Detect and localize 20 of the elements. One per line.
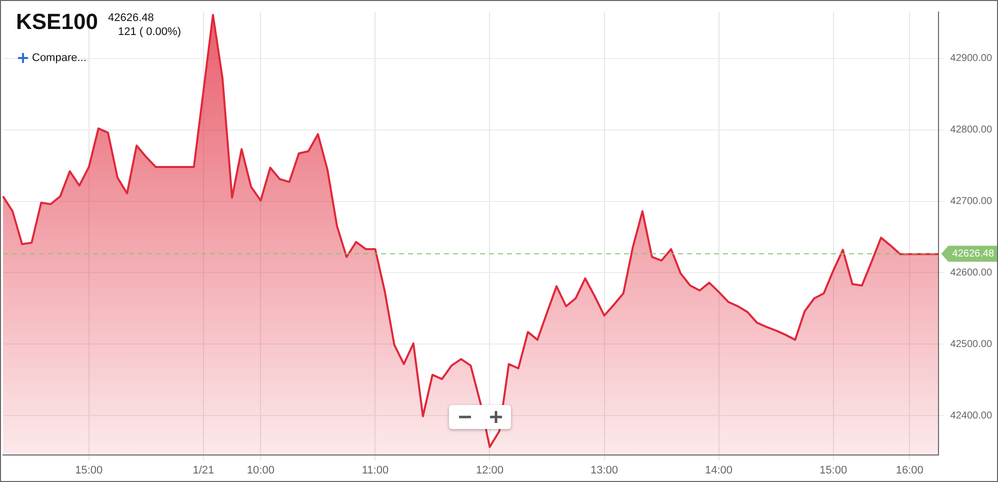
chart-subtitle: 42626.48 [108,12,154,24]
x-tick-label: 16:00 [896,464,924,476]
x-tick-label: 15:00 [820,464,848,476]
annotation: 121 ( 0.00%) [118,26,181,38]
y-tick-label: 42700.00 [950,196,992,208]
x-tick-label: 1/21 [192,464,214,476]
x-tick-label: 15:00 [75,464,103,476]
x-tick-label: 14:00 [705,464,733,476]
y-tick-label: 42800.00 [950,124,992,136]
x-tick-label: 10:00 [246,464,274,476]
x-tick-label: 11:00 [362,464,389,476]
y-tick-label: 42400.00 [950,410,992,422]
x-tick-label: 12:00 [476,464,504,476]
y-tick-label: 42900.00 [950,53,992,64]
annotation: Compare... [32,52,86,64]
y-tick-label: 42600.00 [950,267,992,278]
x-tick-label: 13:00 [590,464,618,476]
y-tick-label: 42500.00 [950,338,992,350]
chart-title: KSE100 [16,9,98,35]
ref-line-label: 42626.48 [952,248,994,260]
